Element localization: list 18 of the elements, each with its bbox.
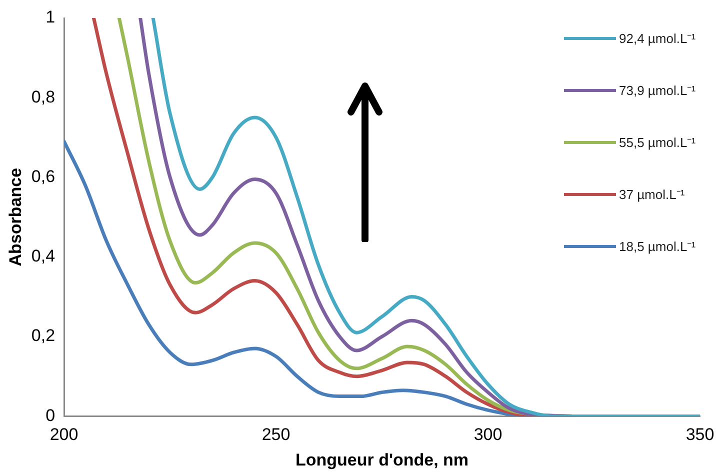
- x-axis-title: Longueur d'onde, nm: [295, 450, 469, 470]
- legend-label: 73,9 µmol.L⁻¹: [619, 82, 696, 99]
- x-tick-label: 350: [686, 425, 714, 444]
- legend-label: 18,5 µmol.L⁻¹: [619, 238, 696, 255]
- y-tick-label: 0: [46, 406, 56, 425]
- line-series: [151, 18, 700, 416]
- y-axis-title: Absorbance: [6, 168, 25, 266]
- y-tick-label: 0,8: [31, 87, 56, 106]
- legend-label: 37 µmol.L⁻¹: [619, 186, 685, 203]
- x-tick-label: 250: [262, 425, 290, 444]
- y-tick-label: 0,4: [31, 246, 56, 266]
- legend-label: 55,5 µmol.L⁻¹: [619, 134, 696, 151]
- y-tick-label: 1: [46, 8, 56, 27]
- y-tick-label: 0,2: [31, 326, 56, 346]
- x-tick-label: 300: [474, 425, 502, 444]
- y-tick-label: 0,6: [31, 166, 56, 186]
- legend-label: 92,4 µmol.L⁻¹: [619, 30, 696, 47]
- x-tick-label: 200: [50, 425, 78, 444]
